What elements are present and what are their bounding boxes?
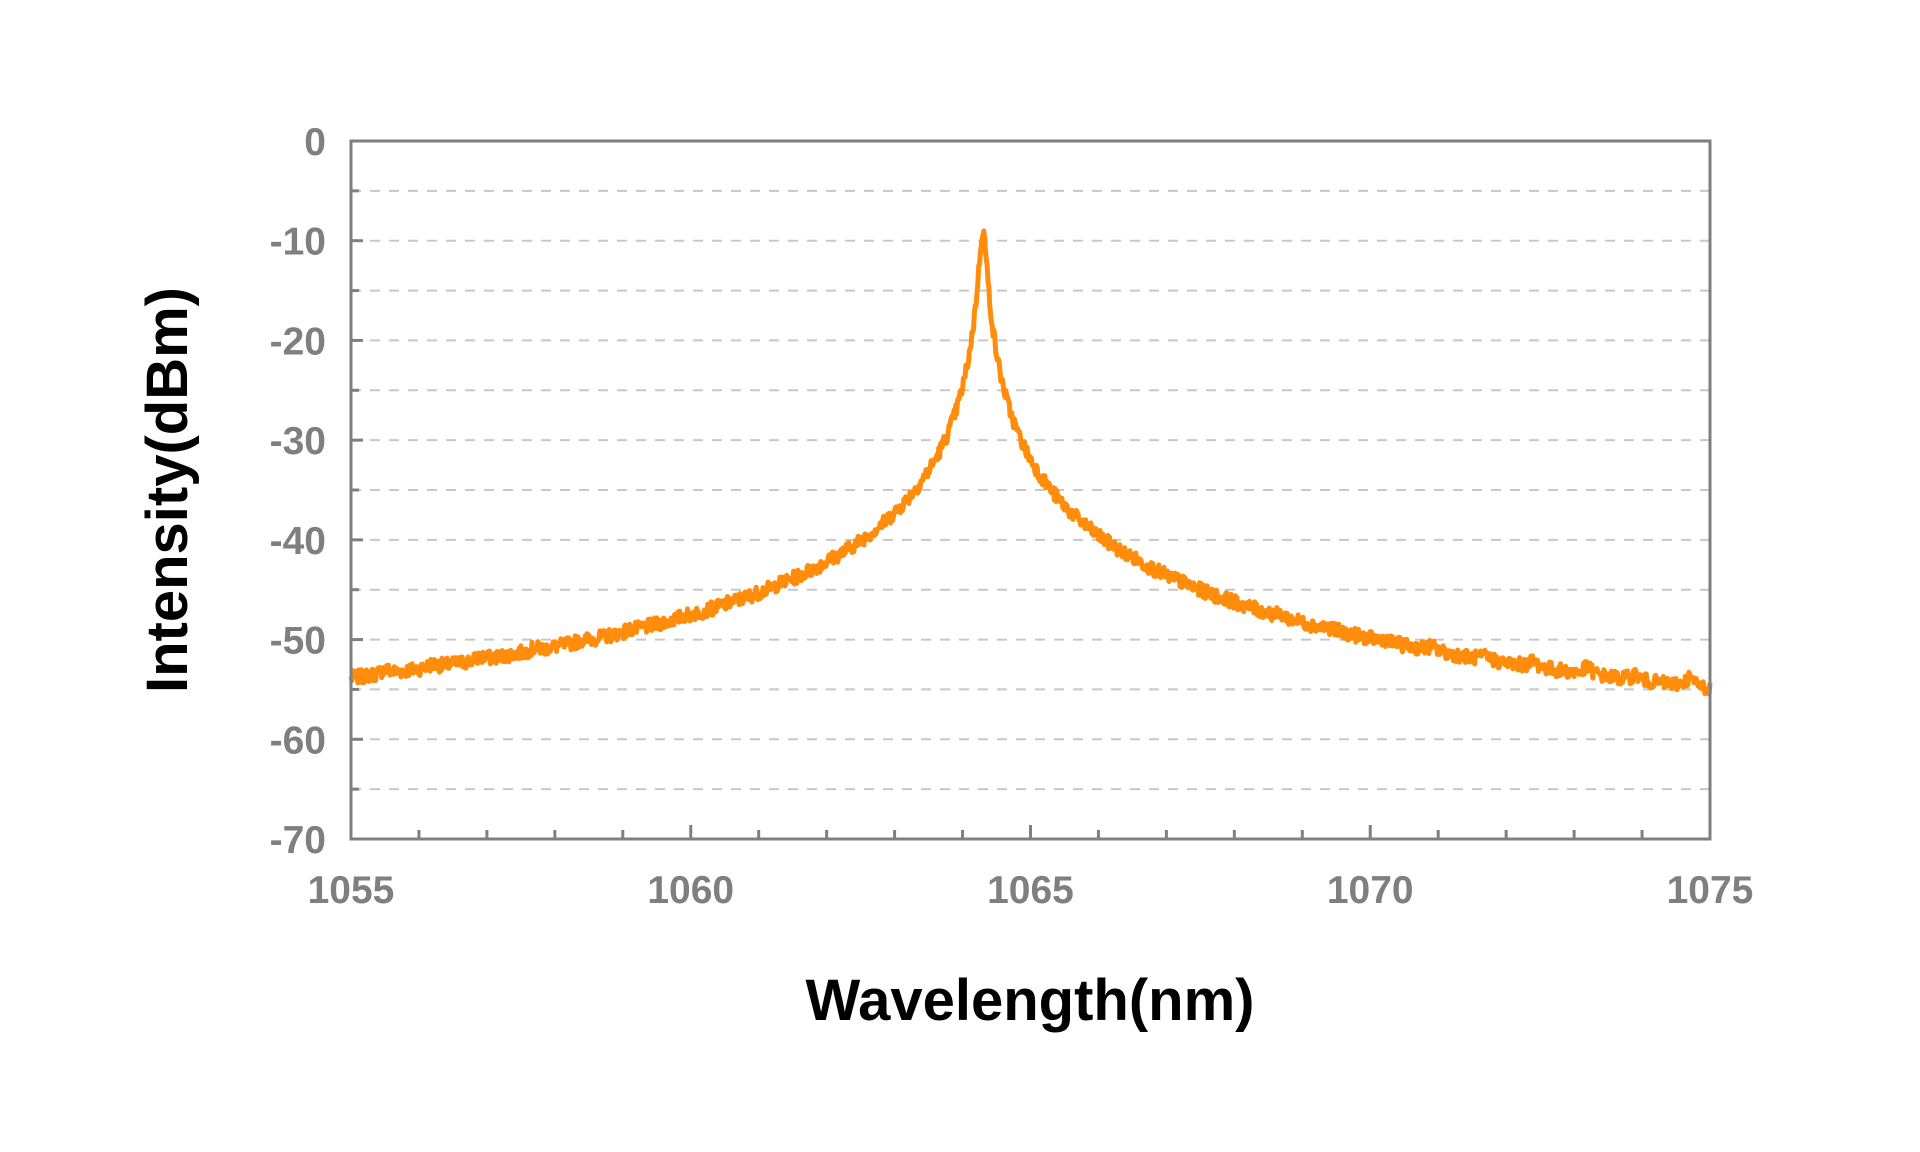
spectrum-series-line <box>348 228 1713 697</box>
plot-frame <box>349 139 1712 841</box>
x-tick-label: 1055 <box>308 869 395 912</box>
grid-lines <box>351 189 1710 791</box>
axis-ticks <box>349 139 1712 841</box>
y-axis-title: Intensity(dBm) <box>135 287 200 693</box>
y-tick-label: -20 <box>270 320 326 363</box>
x-tick-label: 1070 <box>1327 869 1414 912</box>
y-tick-label: -40 <box>270 520 326 563</box>
x-tick-label: 1075 <box>1667 869 1754 912</box>
x-tick-label: 1060 <box>647 869 734 912</box>
x-axis-title: Wavelength(nm) <box>806 968 1255 1033</box>
tick-labels: 0 -10 -20 -30 -40 -50 -60 -70 1055 1060 1065 1070 10… <box>270 121 1754 912</box>
x-tick-label: 1065 <box>987 869 1074 912</box>
y-tick-label: -70 <box>270 819 326 862</box>
y-tick-label: 0 <box>304 121 326 164</box>
y-tick-label: -50 <box>270 620 326 663</box>
y-tick-label: -10 <box>270 221 326 264</box>
y-tick-label: -30 <box>270 420 326 463</box>
y-tick-label: -60 <box>270 719 326 762</box>
